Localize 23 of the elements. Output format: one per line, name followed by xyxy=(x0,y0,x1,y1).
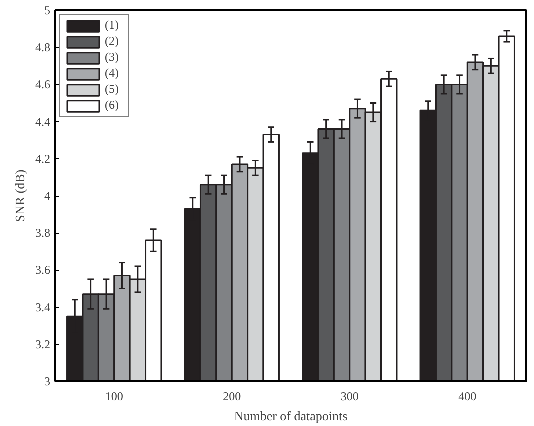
y-tick-label: 3.4 xyxy=(36,300,50,314)
legend-label: (1) xyxy=(105,18,120,33)
x-tick-label: 200 xyxy=(223,390,242,404)
y-tick-label: 3.8 xyxy=(36,226,50,240)
legend-label: (4) xyxy=(105,66,120,81)
y-tick-label: 4.8 xyxy=(36,40,50,55)
legend-label: (3) xyxy=(105,50,120,65)
y-tick-label: 3.2 xyxy=(36,337,50,352)
y-tick-label: 3 xyxy=(44,374,50,388)
y-tick-label: 4.2 xyxy=(36,152,50,166)
y-tick-label: 4 xyxy=(44,189,50,203)
x-tick-label: 300 xyxy=(340,390,359,404)
legend-label: (2) xyxy=(105,34,120,49)
y-tick-label: 4.6 xyxy=(36,78,50,92)
x-tick-label: 400 xyxy=(458,390,477,404)
x-axis-title: Number of datapoints xyxy=(234,408,348,424)
x-tick-label: 100 xyxy=(105,390,124,404)
y-tick-label: 4.4 xyxy=(36,114,50,129)
y-tick-label: 5 xyxy=(44,4,50,18)
y-tick-label: 3.6 xyxy=(36,263,50,278)
y-axis-title: SNR (dB) xyxy=(12,170,28,222)
legend-label: (6) xyxy=(105,98,120,113)
legend-label: (5) xyxy=(105,82,120,97)
